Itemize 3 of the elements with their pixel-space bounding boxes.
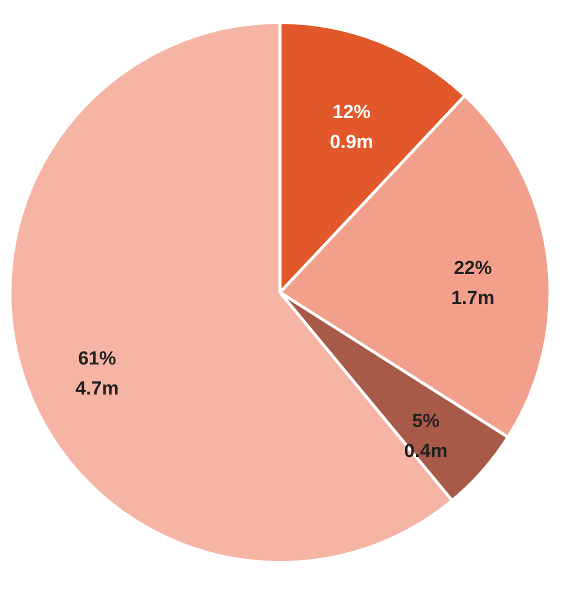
data-label: 12% 0.9m xyxy=(330,102,374,153)
data-label: 61% 4.7m xyxy=(75,348,119,400)
data-label: 22% 1.7m xyxy=(451,258,495,310)
